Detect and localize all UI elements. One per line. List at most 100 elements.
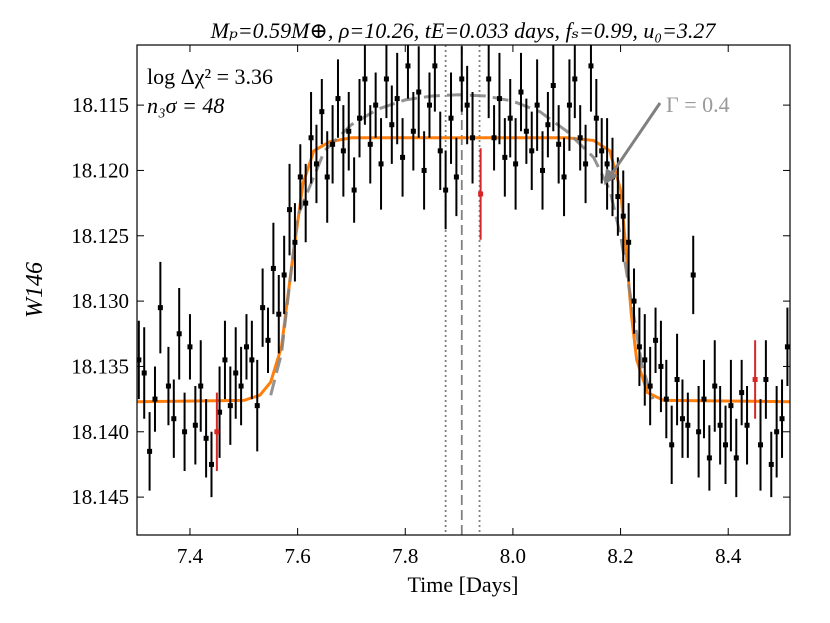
data-point — [583, 161, 589, 167]
plot-area: 7.4 7.6 7.8 8.0 8.2 8.4 18.115 18.120 18.125 18.1… — [71, 45, 790, 568]
data-point — [763, 377, 769, 383]
data-point — [421, 167, 427, 173]
data-point — [198, 383, 204, 389]
annotation: n₃σ = 48 — [147, 93, 224, 118]
data-point — [669, 442, 675, 448]
data-point — [276, 311, 282, 317]
x-axis-label: Time [Days] — [407, 572, 518, 597]
data-point — [572, 76, 578, 82]
data-point — [214, 429, 220, 435]
data-layer — [137, 45, 790, 535]
data-point — [362, 76, 368, 82]
y-tick-label: 18.140 — [71, 420, 129, 444]
data-point — [152, 396, 158, 402]
data-point — [165, 383, 171, 389]
data-point — [313, 161, 319, 167]
data-point — [470, 135, 476, 141]
data-point — [779, 416, 785, 422]
data-point — [728, 403, 734, 409]
data-point — [187, 344, 193, 350]
data-point — [254, 403, 260, 409]
data-point — [308, 135, 314, 141]
data-point — [249, 357, 255, 363]
annotation: Γ = 0.4 — [666, 92, 730, 117]
data-point — [281, 272, 287, 278]
data-point — [768, 461, 774, 467]
data-point — [545, 122, 551, 128]
data-point — [663, 396, 669, 402]
data-point — [588, 63, 594, 69]
data-point — [147, 448, 153, 454]
y-axis-label: W146 — [22, 262, 48, 318]
x-tick-label: 8.2 — [607, 544, 633, 568]
y-tick-label: 18.135 — [71, 354, 129, 378]
data-point — [340, 148, 346, 154]
y-tick-label: 18.145 — [71, 485, 129, 509]
data-point — [696, 429, 702, 435]
data-point — [243, 344, 249, 350]
data-point — [561, 174, 567, 180]
data-point — [203, 435, 209, 441]
y-tick-label: 18.120 — [71, 158, 129, 182]
data-point — [137, 357, 142, 363]
data-point — [367, 141, 373, 147]
data-point — [507, 115, 513, 121]
data-point — [636, 344, 642, 350]
data-point — [378, 161, 384, 167]
data-point — [540, 167, 546, 173]
data-point — [426, 102, 432, 108]
data-point — [265, 337, 271, 343]
data-point — [330, 141, 336, 147]
arrow-head — [604, 168, 618, 185]
data-point — [739, 390, 745, 396]
data-point — [394, 96, 400, 102]
data-point — [335, 96, 341, 102]
data-point — [577, 135, 583, 141]
data-point — [534, 102, 540, 108]
data-point — [758, 442, 764, 448]
data-point — [491, 135, 497, 141]
data-point — [319, 109, 325, 115]
data-point — [416, 89, 422, 95]
data-point — [292, 239, 298, 245]
data-point — [593, 115, 599, 121]
data-point — [448, 115, 454, 121]
data-point — [712, 383, 718, 389]
data-point — [523, 128, 529, 134]
data-point — [222, 357, 228, 363]
data-point — [486, 76, 492, 82]
data-point — [171, 416, 177, 422]
data-point — [238, 383, 244, 389]
data-point — [626, 239, 632, 245]
x-tick-label: 7.8 — [392, 544, 418, 568]
data-point — [389, 122, 395, 128]
x-tick-label: 8.0 — [500, 544, 526, 568]
data-point — [443, 187, 449, 193]
data-point — [566, 102, 572, 108]
data-point — [405, 63, 411, 69]
arrow-shaft — [609, 102, 662, 176]
x-tick-label: 8.4 — [715, 544, 742, 568]
x-tick-label: 7.4 — [177, 544, 204, 568]
data-point — [432, 63, 438, 69]
data-point — [260, 305, 266, 311]
data-point — [208, 461, 214, 467]
y-tick-label: 18.115 — [72, 93, 129, 117]
chart-title: Mₚ=0.59M⊕, ρ=10.26, tE=0.033 days, fₛ=0.… — [210, 18, 717, 43]
data-point — [373, 102, 379, 108]
data-point — [658, 363, 664, 369]
data-point — [346, 128, 352, 134]
data-point — [502, 154, 508, 160]
data-point — [631, 298, 637, 304]
data-point — [496, 96, 502, 102]
data-point — [287, 207, 293, 213]
data-point — [723, 442, 729, 448]
data-point — [400, 154, 406, 160]
data-point — [733, 455, 739, 461]
data-point — [324, 174, 330, 180]
data-point — [303, 200, 309, 206]
data-point — [182, 429, 188, 435]
data-point — [270, 265, 276, 271]
data-point — [513, 161, 519, 167]
